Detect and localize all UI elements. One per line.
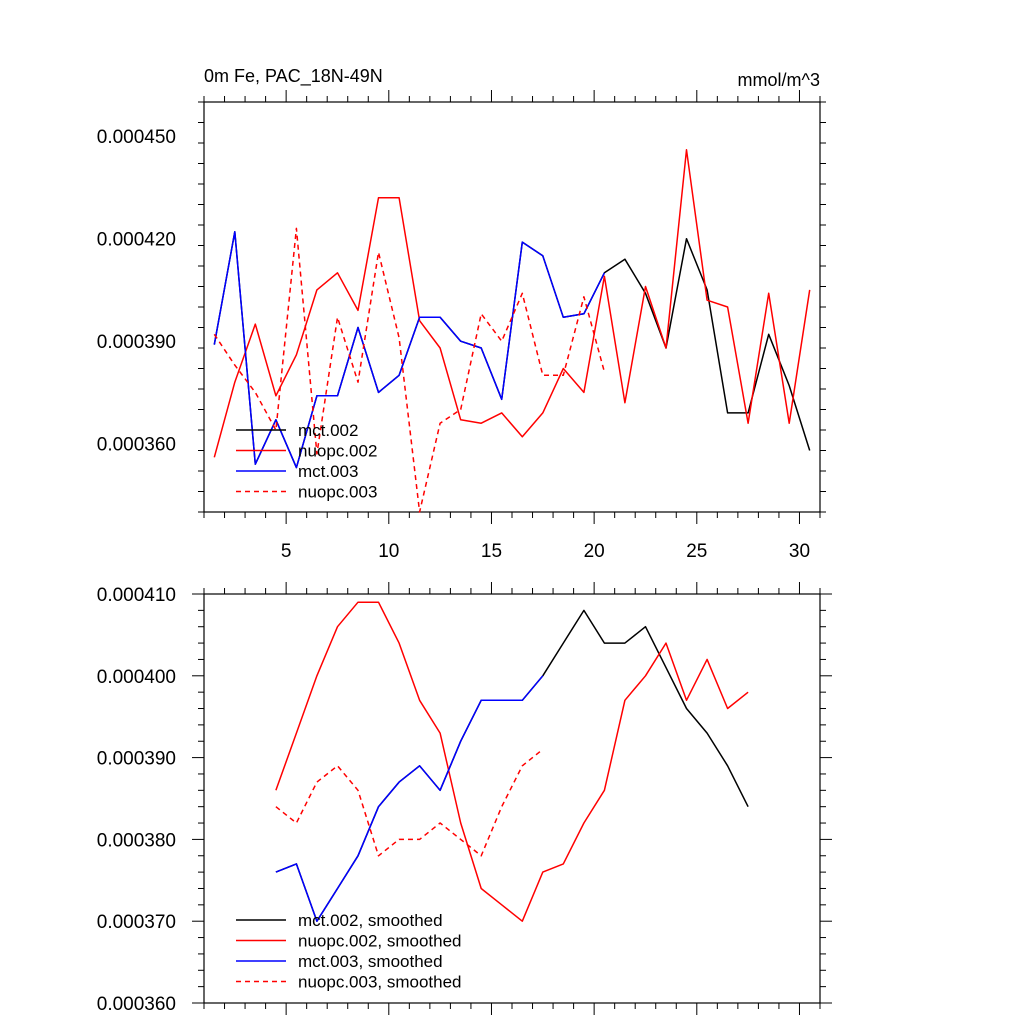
y-tick-label: 0.000380 (97, 830, 176, 851)
legend-label: mct.003 (298, 462, 358, 481)
x-tick-label: 20 (584, 541, 605, 562)
top-chart-panel: 5 10 15 20 25 30 0.000360 0.000390 0.000420 0.000… (97, 90, 826, 562)
y-tick-label: 0.000390 (97, 749, 176, 770)
bottom-chart-panel: 0.000360 0.000370 0.000380 0.000390 0.000400… (97, 582, 832, 1015)
plot-frame (203, 593, 821, 1004)
x-tick-label: 15 (481, 541, 502, 562)
legend-label: mct.003, smoothed (298, 952, 443, 971)
series-line-nuopc-003 (213, 227, 606, 513)
legend-label: mct.002, smoothed (298, 911, 443, 930)
series-line-mct-003-smoothed (275, 675, 544, 922)
y-tick-label: 0.000390 (97, 332, 176, 353)
x-tick-label: 10 (378, 541, 399, 562)
top-chart-units: mmol/m^3 (738, 70, 820, 90)
legend-label: nuopc.003 (298, 483, 377, 502)
series-line-nuopc-002 (213, 149, 811, 458)
y-tick-label: 0.000420 (97, 230, 176, 251)
x-tick-label: 5 (281, 541, 292, 562)
y-tick-label: 0.000370 (97, 912, 176, 933)
y-tick-label: 0.000360 (97, 435, 176, 456)
series-line-mct-003 (213, 231, 606, 469)
x-tick-label: 30 (789, 541, 810, 562)
legend-label: nuopc.002 (298, 442, 377, 461)
y-tick-label: 0.000360 (97, 994, 176, 1015)
y-tick-label: 0.000450 (97, 127, 176, 148)
legend-label: nuopc.003, smoothed (298, 973, 462, 992)
series-line-nuopc-002-smoothed (275, 601, 749, 922)
top-chart-title: 0m Fe, PAC_18N-49N (204, 66, 383, 87)
legend-label: nuopc.002, smoothed (298, 932, 462, 951)
legend-label: mct.002 (298, 421, 358, 440)
series-line-nuopc-003-smoothed (275, 748, 544, 857)
x-tick-label: 25 (686, 541, 707, 562)
y-tick-label: 0.000410 (97, 585, 176, 606)
y-tick-label: 0.000400 (97, 667, 176, 688)
